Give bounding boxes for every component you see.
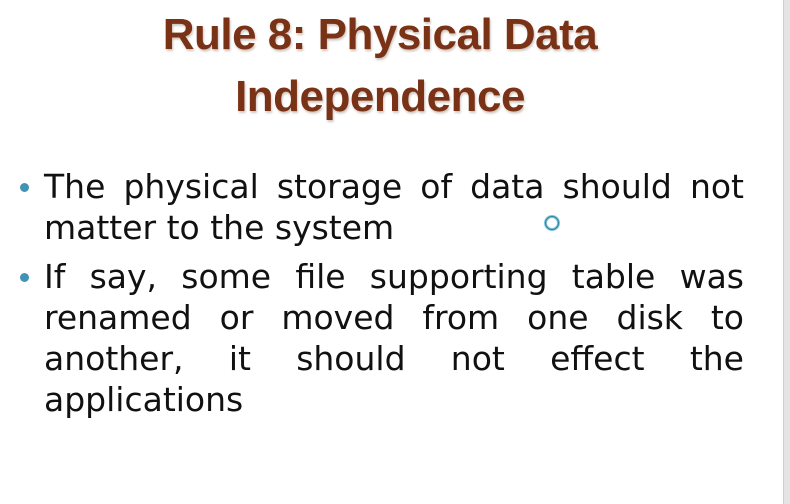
busy-spinner-icon [544,215,560,231]
bullet-dot-icon [20,183,29,192]
slide-title-line-1: Rule 8: Physical Data [162,10,598,59]
bullet-item: The physical storage of data should not … [16,166,744,248]
bullet-text: The physical storage of data should not … [44,167,744,247]
bullet-item: If say, some file supporting table was r… [16,256,744,420]
slide-title: Rule 8: Physical Data Independence [0,4,760,128]
bullet-dot-icon [20,273,29,282]
bullet-list: The physical storage of data should not … [16,166,744,428]
window-edge [783,0,790,504]
bullet-text: If say, some file supporting table was r… [44,257,744,419]
slide-title-line-2: Independence [235,72,525,121]
